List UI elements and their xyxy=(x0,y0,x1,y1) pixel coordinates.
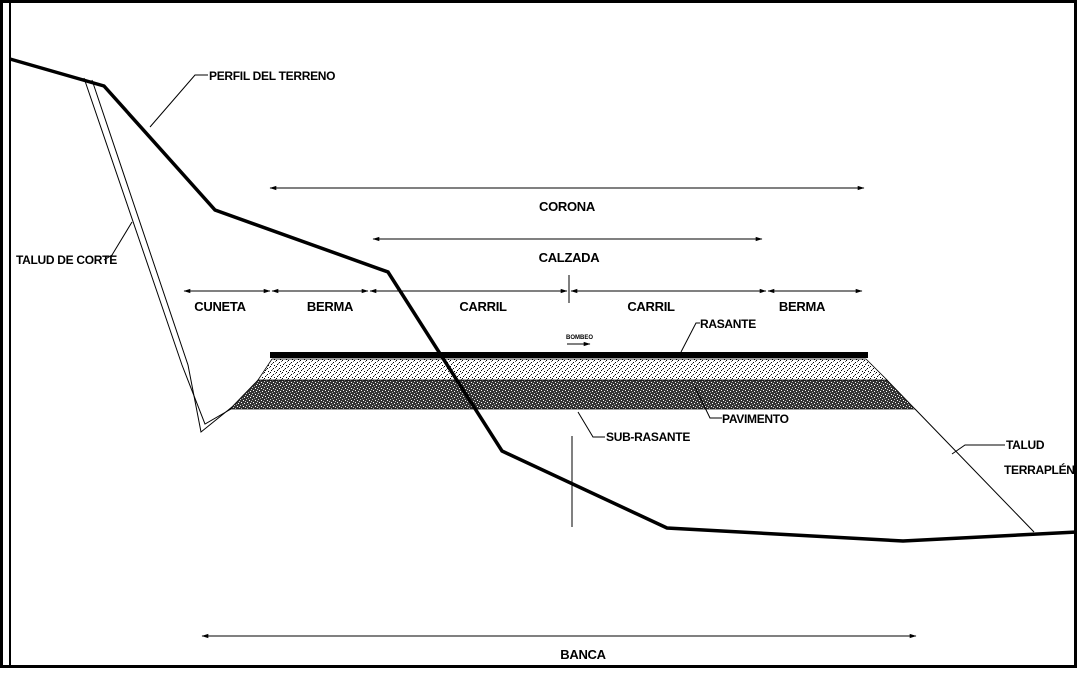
rasante-leader xyxy=(680,322,700,353)
talud-terraplen-label-line1: TALUD xyxy=(1006,438,1045,452)
carril-left-label: CARRIL xyxy=(459,299,507,314)
talud-terraplen-label-line2: TERRAPLÉN xyxy=(1004,462,1075,477)
perfil-del-terreno-leader xyxy=(149,74,208,128)
pavimento-leader xyxy=(694,386,722,419)
bombeo-label: BOMBEO xyxy=(566,335,593,341)
perfil-del-terreno-label: PERFIL DEL TERRENO xyxy=(209,69,335,83)
talud-de-corte-line-inner xyxy=(91,79,233,433)
talud-de-corte-line-outer xyxy=(83,77,232,425)
berma-right-label: BERMA xyxy=(779,299,826,314)
calzada-label: CALZADA xyxy=(539,250,601,265)
berma-left-label: BERMA xyxy=(307,299,354,314)
banca-label: BANCA xyxy=(560,647,606,662)
talud-de-corte-leader xyxy=(103,221,133,261)
talud-terraplen-leader xyxy=(951,444,1005,455)
corona-label: CORONA xyxy=(539,199,596,214)
sub-rasante-label: SUB-RASANTE xyxy=(606,430,690,444)
carril-right-label: CARRIL xyxy=(627,299,675,314)
pavement-top-layer xyxy=(257,358,888,381)
talud-de-corte-label: TALUD DE CORTE xyxy=(16,253,117,267)
rasante-label: RASANTE xyxy=(700,317,756,331)
pavement-base-layer xyxy=(229,379,916,410)
cuneta-label: CUNETA xyxy=(194,299,246,314)
pavimento-label: PAVIMENTO xyxy=(722,412,789,426)
talud-terraplen-line xyxy=(914,408,1035,533)
sub-rasante-leader xyxy=(577,411,605,438)
perfil-del-terreno-line xyxy=(9,57,1077,543)
